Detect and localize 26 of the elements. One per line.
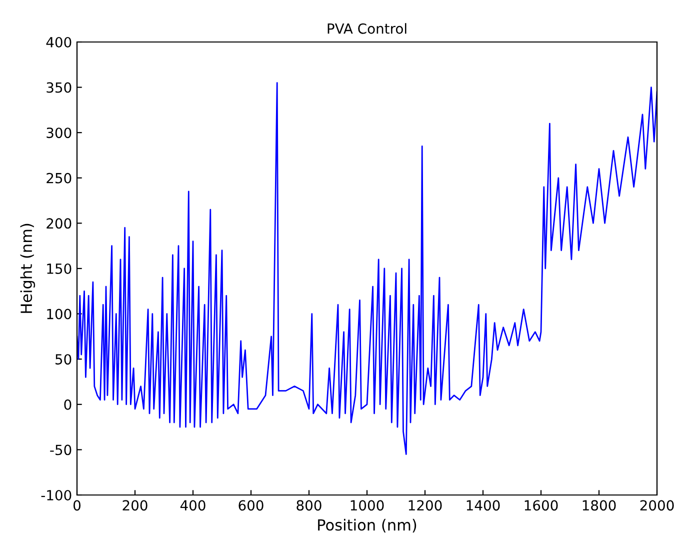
x-tick-label: 2000 xyxy=(640,500,674,511)
x-tick-label: 200 xyxy=(122,500,148,511)
y-tick-label: 100 xyxy=(47,308,72,320)
x-tick-label: 1800 xyxy=(582,500,616,511)
x-tick-label: 1600 xyxy=(524,500,558,511)
y-tick-label: -100 xyxy=(41,490,72,500)
y-axis-title: Height (nm) xyxy=(20,224,36,313)
x-tick-label: 400 xyxy=(180,500,206,511)
y-tick-label: 350 xyxy=(46,82,72,93)
y-tick-label: 150 xyxy=(47,263,72,274)
y-tick-label: 400 xyxy=(46,36,72,48)
x-tick-label: 800 xyxy=(296,500,322,511)
x-axis-title: Position (nm) xyxy=(318,518,416,532)
chart-title: PVA Control xyxy=(328,23,406,34)
y-tick-label: 300 xyxy=(46,128,72,138)
y-tick-label: 200 xyxy=(46,218,72,229)
x-tick-label: 0 xyxy=(73,500,80,511)
x-tick-label: 1400 xyxy=(466,500,500,511)
y-tick-label: 250 xyxy=(46,172,72,184)
x-tick-label: 600 xyxy=(238,500,264,511)
y-tick-label: -50 xyxy=(50,444,72,456)
y-tick-label: 0 xyxy=(64,399,72,410)
x-tick-label: 1200 xyxy=(408,500,442,511)
x-tick-label: 1000 xyxy=(350,500,384,511)
line-series xyxy=(77,82,657,455)
y-tick-label: 50 xyxy=(56,354,72,365)
